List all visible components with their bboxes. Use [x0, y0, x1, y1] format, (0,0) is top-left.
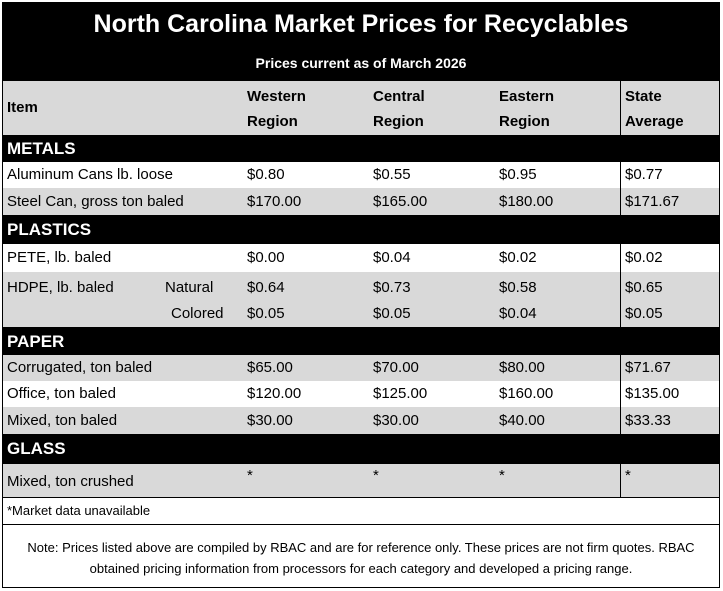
table-row: Aluminum Cans lb. loose $0.80 $0.55 $0.9…	[3, 162, 719, 188]
row-western: *	[247, 467, 253, 484]
row-central: $0.73	[373, 279, 411, 296]
row-item: Mixed, ton crushed	[7, 473, 134, 490]
row-state: $0.77	[625, 166, 663, 183]
row-central: $70.00	[373, 359, 419, 376]
row-eastern: $80.00	[499, 359, 545, 376]
disclaimer-note: Note: Prices listed above are compiled b…	[27, 540, 695, 576]
row-central: *	[373, 467, 379, 484]
row-western: $65.00	[247, 359, 293, 376]
table-row: HDPE, lb. baled Natural $0.64 $0.73 $0.5…	[3, 272, 719, 327]
header-eastern: Eastern Region	[499, 88, 555, 130]
row-state: *	[625, 467, 631, 484]
row-western: $0.80	[247, 166, 285, 183]
section-label: METALS	[7, 139, 76, 158]
row-central: $30.00	[373, 412, 419, 429]
row-central: $0.04	[373, 249, 411, 266]
section-label: PLASTICS	[7, 220, 92, 239]
row-state: $0.05	[625, 305, 663, 322]
row-central: $0.55	[373, 166, 411, 183]
column-divider	[620, 81, 621, 497]
row-eastern: $0.02	[499, 249, 537, 266]
row-central: $0.05	[373, 305, 411, 322]
row-divider	[3, 497, 719, 498]
row-eastern: $0.95	[499, 166, 537, 183]
page-title: North Carolina Market Prices for Recycla…	[3, 3, 719, 45]
row-eastern: $160.00	[499, 385, 554, 402]
page-subtitle: Prices current as of March 2026	[3, 45, 719, 81]
row-central: $165.00	[373, 193, 428, 210]
header-item: Item	[7, 99, 38, 116]
row-item: Corrugated, ton baled	[7, 359, 153, 376]
row-central: $125.00	[373, 385, 428, 402]
section-plastics: PLASTICS	[3, 215, 719, 244]
table-row: Corrugated, ton baled $65.00 $70.00 $80.…	[3, 355, 719, 381]
row-eastern: $40.00	[499, 412, 545, 429]
header-western: Western Region	[247, 88, 306, 130]
table-header: Item Western Region Central Region Eastern…	[3, 81, 719, 135]
row-eastern: $0.58	[499, 279, 537, 296]
row-subitem: Colored	[171, 305, 224, 322]
row-state: $71.67	[625, 359, 671, 376]
row-eastern: $0.04	[499, 305, 537, 322]
row-western: $30.00	[247, 412, 293, 429]
row-item: Aluminum Cans lb. loose	[7, 166, 173, 183]
table-row: Steel Can, gross ton baled $170.00 $165.…	[3, 188, 719, 215]
table-row: Mixed, ton crushed * * * *	[3, 464, 719, 497]
row-western: $0.00	[247, 249, 285, 266]
footnote: *Market data unavailable	[3, 497, 719, 525]
row-item: Mixed, ton baled	[7, 412, 118, 429]
section-metals: METALS	[3, 135, 719, 162]
row-state: $0.02	[625, 249, 663, 266]
row-eastern: $180.00	[499, 193, 554, 210]
header-state: State Average	[625, 88, 684, 130]
row-eastern: *	[499, 467, 505, 484]
table-row: Office, ton baled $120.00 $125.00 $160.0…	[3, 381, 719, 407]
section-label: GLASS	[7, 439, 66, 458]
row-state: $33.33	[625, 412, 671, 429]
row-state: $135.00	[625, 385, 680, 402]
table-row: PETE, lb. baled $0.00 $0.04 $0.02 $0.02	[3, 244, 719, 272]
row-western: $0.05	[247, 305, 285, 322]
section-glass: GLASS	[3, 434, 719, 464]
section-label: PAPER	[7, 332, 65, 351]
table-row: Mixed, ton baled $30.00 $30.00 $40.00 $3…	[3, 407, 719, 434]
row-subitem: Natural	[165, 279, 214, 296]
row-western: $170.00	[247, 193, 302, 210]
row-item: HDPE, lb. baled	[7, 279, 114, 296]
row-item: PETE, lb. baled	[7, 249, 112, 266]
row-item: Steel Can, gross ton baled	[7, 193, 184, 210]
header-central: Central Region	[373, 88, 425, 130]
row-western: $120.00	[247, 385, 302, 402]
row-state: $0.65	[625, 279, 663, 296]
row-state: $171.67	[625, 193, 680, 210]
section-paper: PAPER	[3, 327, 719, 355]
row-item: Office, ton baled	[7, 385, 116, 402]
row-western: $0.64	[247, 279, 285, 296]
